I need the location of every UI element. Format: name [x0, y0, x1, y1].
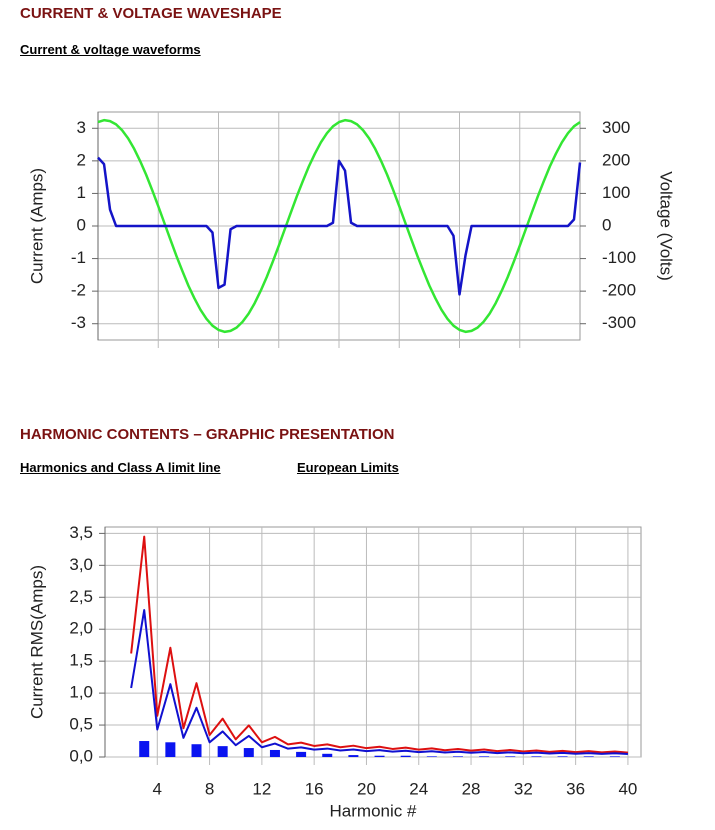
y-tick-label: 2: [77, 150, 86, 169]
y-tick-label: 1: [77, 183, 86, 202]
bar: [348, 755, 359, 757]
bar: [243, 748, 254, 757]
y-tick-label: -3: [71, 313, 86, 332]
bar: [139, 741, 150, 757]
y2-tick-label: 100: [602, 183, 630, 202]
y2-axis-label: Voltage (Volts): [657, 171, 676, 281]
bar: [531, 756, 542, 757]
y-tick-label: 3,5: [69, 523, 93, 542]
x-tick-label: 28: [462, 779, 481, 798]
y2-tick-label: -300: [602, 313, 636, 332]
x-tick-label: 32: [514, 779, 533, 798]
y-tick-label: 0,5: [69, 715, 93, 734]
series-line: [97, 156, 582, 296]
section-link[interactable]: European Limits: [297, 460, 399, 475]
bar: [583, 756, 594, 757]
section-heading: CURRENT & VOLTAGE WAVESHAPE: [20, 5, 282, 22]
y-tick-label: 2,5: [69, 587, 93, 606]
bar: [505, 756, 516, 757]
y-tick-label: 2,0: [69, 619, 93, 638]
bar: [479, 756, 490, 757]
bar: [322, 753, 333, 757]
y-tick-label: -2: [71, 281, 86, 300]
y2-tick-label: 300: [602, 118, 630, 137]
y2-tick-label: 0: [602, 215, 611, 234]
y-tick-label: 3,0: [69, 555, 93, 574]
x-tick-label: 16: [305, 779, 324, 798]
series-line: [97, 118, 581, 334]
y-axis-label: Current (Amps): [27, 168, 46, 284]
y-tick-label: -1: [71, 248, 86, 267]
bar: [609, 756, 620, 757]
section-link[interactable]: Current & voltage waveforms: [20, 42, 201, 57]
bar: [557, 756, 568, 757]
x-tick-label: 40: [618, 779, 637, 798]
x-tick-label: 4: [153, 779, 162, 798]
section-heading: HARMONIC CONTENTS – GRAPHIC PRESENTATION: [20, 426, 395, 443]
y-tick-label: 1,0: [69, 683, 93, 702]
bar: [452, 756, 463, 757]
y-tick-label: 0: [77, 215, 86, 234]
x-tick-label: 12: [252, 779, 271, 798]
x-tick-label: 36: [566, 779, 585, 798]
x-tick-label: 8: [205, 779, 214, 798]
y-axis-label: Current RMS(Amps): [27, 565, 46, 719]
bar: [426, 756, 437, 757]
bar: [400, 755, 411, 757]
x-tick-label: 20: [357, 779, 376, 798]
series-line: [130, 535, 629, 754]
bar: [165, 742, 176, 757]
bar: [374, 755, 385, 757]
y2-tick-label: -200: [602, 281, 636, 300]
bar: [191, 744, 202, 757]
y-tick-label: 3: [77, 118, 86, 137]
bar: [269, 749, 280, 757]
bar: [296, 751, 307, 757]
section-link[interactable]: Harmonics and Class A limit line: [20, 460, 221, 475]
y-tick-label: 0,0: [69, 746, 93, 765]
x-tick-label: 24: [409, 779, 428, 798]
y2-tick-label: 200: [602, 150, 630, 169]
y2-tick-label: -100: [602, 248, 636, 267]
y-tick-label: 1,5: [69, 651, 93, 670]
x-axis-label: Harmonic #: [330, 801, 417, 820]
series-line: [130, 609, 628, 756]
bar: [217, 746, 228, 757]
